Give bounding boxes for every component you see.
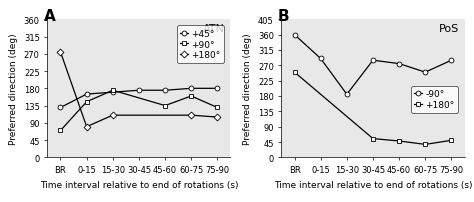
+180°: [110, 114, 116, 117]
+90°: [215, 107, 220, 109]
+90°: [162, 105, 168, 107]
+90°: [110, 89, 116, 92]
+45°: [215, 88, 220, 90]
+180°: [58, 52, 64, 54]
+180°: [448, 139, 454, 142]
Line: +180°: +180°: [292, 70, 454, 147]
+90°: [84, 101, 90, 103]
Text: B: B: [278, 9, 290, 24]
-90°: [292, 34, 297, 37]
+90°: [188, 95, 194, 98]
+180°: [215, 116, 220, 119]
+45°: [58, 107, 64, 109]
+45°: [136, 89, 142, 92]
Y-axis label: Preferred direction (deg): Preferred direction (deg): [243, 33, 252, 144]
Legend: -90°, +180°: -90°, +180°: [411, 86, 458, 113]
-90°: [344, 94, 350, 96]
-90°: [422, 72, 428, 74]
Text: PoS: PoS: [439, 24, 459, 34]
-90°: [448, 60, 454, 62]
Text: A: A: [44, 9, 55, 24]
+180°: [396, 140, 402, 142]
Line: -90°: -90°: [292, 33, 454, 97]
+180°: [370, 138, 376, 140]
Text: ATN: ATN: [203, 24, 225, 34]
Line: +45°: +45°: [58, 86, 220, 110]
-90°: [370, 60, 376, 62]
Line: +180°: +180°: [58, 50, 220, 129]
X-axis label: Time interval relative to end of rotations (s): Time interval relative to end of rotatio…: [273, 180, 472, 189]
Line: +90°: +90°: [58, 88, 220, 133]
-90°: [318, 58, 324, 60]
-90°: [396, 63, 402, 65]
Legend: +45°, +90°, +180°: +45°, +90°, +180°: [177, 26, 224, 64]
+45°: [84, 93, 90, 96]
+45°: [110, 92, 116, 94]
+180°: [422, 143, 428, 146]
+45°: [188, 88, 194, 90]
+45°: [162, 89, 168, 92]
X-axis label: Time interval relative to end of rotations (s): Time interval relative to end of rotatio…: [40, 180, 238, 189]
+90°: [58, 130, 64, 132]
+180°: [188, 114, 194, 117]
Y-axis label: Preferred direction (deg): Preferred direction (deg): [9, 33, 18, 144]
+180°: [292, 72, 297, 74]
+180°: [84, 126, 90, 128]
